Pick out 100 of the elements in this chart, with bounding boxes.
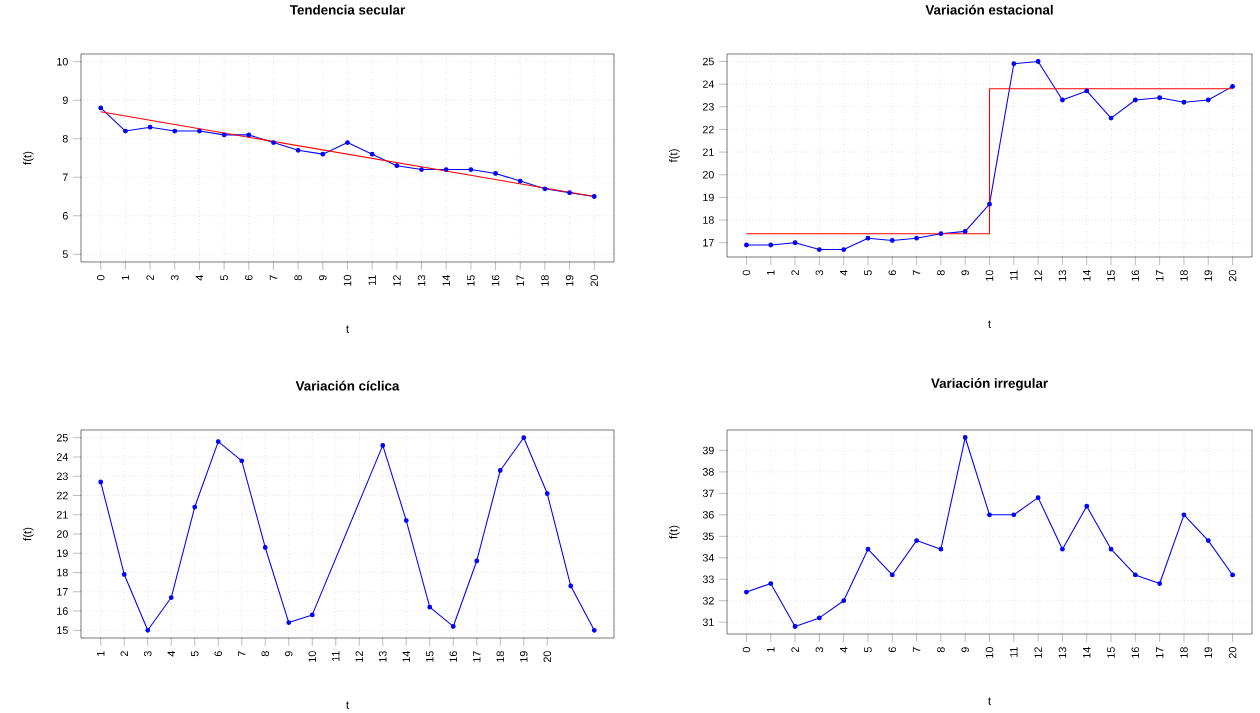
y-tick-label: 38 bbox=[702, 467, 714, 476]
x-tick-label: 9 bbox=[319, 275, 327, 281]
x-tick-label: 5 bbox=[220, 275, 228, 281]
x-tick-label: 7 bbox=[238, 651, 246, 656]
y-tick-label: 35 bbox=[702, 532, 714, 540]
point bbox=[567, 190, 572, 195]
point bbox=[792, 623, 798, 629]
x-axis-title: t bbox=[988, 697, 992, 705]
x-tick-label: 8 bbox=[937, 270, 945, 276]
x-tick-label: 7 bbox=[269, 275, 278, 280]
point bbox=[197, 128, 202, 134]
x-tick-label: 11 bbox=[332, 651, 340, 661]
point bbox=[1230, 83, 1235, 89]
point bbox=[123, 128, 128, 134]
point bbox=[865, 546, 871, 552]
x-tick-label: 6 bbox=[888, 270, 897, 275]
x-tick-label: 6 bbox=[245, 275, 253, 280]
point bbox=[147, 124, 153, 130]
x-tick-label: 19 bbox=[1204, 647, 1213, 658]
x-tick-label: 4 bbox=[840, 269, 848, 276]
point bbox=[1011, 61, 1017, 67]
y-tick-label: 25 bbox=[56, 433, 68, 442]
x-tick-label: 20 bbox=[1228, 270, 1237, 281]
x-tick-label: 6 bbox=[888, 647, 897, 652]
point bbox=[309, 612, 315, 618]
point bbox=[1084, 88, 1090, 94]
point bbox=[1108, 546, 1114, 552]
point bbox=[320, 151, 326, 157]
x-axis-title: t bbox=[988, 320, 992, 328]
x-tick-label: 17 bbox=[473, 651, 481, 662]
y-tick-label: 7 bbox=[62, 173, 68, 181]
x-tick-label: 16 bbox=[449, 651, 458, 662]
x-tick-label: 4 bbox=[840, 646, 848, 653]
point bbox=[474, 558, 480, 564]
y-axis-title: f(t) bbox=[23, 151, 34, 165]
x-tick-label: 11 bbox=[368, 275, 376, 285]
x-tick-label: 8 bbox=[261, 651, 270, 657]
y-tick-label: 39 bbox=[702, 446, 714, 455]
y-tick-label: 24 bbox=[702, 80, 714, 88]
x-tick-label: 4 bbox=[167, 650, 175, 657]
point bbox=[914, 538, 919, 543]
point bbox=[1181, 99, 1187, 105]
y-tick-label: 25 bbox=[702, 57, 714, 66]
x-tick-label: 19 bbox=[565, 275, 574, 286]
x-tick-label: 14 bbox=[1083, 646, 1091, 658]
x-tick-label: 7 bbox=[912, 270, 921, 275]
x-tick-label: 9 bbox=[961, 647, 969, 653]
x-tick-label: 8 bbox=[937, 647, 945, 653]
point bbox=[271, 140, 276, 145]
point bbox=[542, 186, 548, 192]
point bbox=[744, 242, 749, 248]
x-tick-label: 20 bbox=[590, 275, 599, 286]
point bbox=[380, 442, 386, 448]
y-tick-label: 21 bbox=[702, 148, 714, 156]
chart-title: Variación estacional bbox=[925, 4, 1053, 15]
point bbox=[239, 458, 245, 464]
point bbox=[1157, 95, 1163, 101]
x-tick-label: 7 bbox=[912, 647, 921, 652]
x-tick-label: 10 bbox=[308, 651, 317, 662]
point bbox=[744, 589, 749, 595]
x-tick-label: 2 bbox=[791, 270, 799, 275]
x-tick-label: 8 bbox=[294, 275, 302, 281]
y-tick-label: 32 bbox=[702, 596, 714, 605]
point bbox=[914, 235, 919, 241]
x-tick-label: 9 bbox=[961, 270, 969, 276]
point bbox=[121, 571, 127, 577]
point bbox=[246, 132, 252, 138]
chart-title: Variación cíclica bbox=[295, 380, 400, 391]
x-tick-label: 0 bbox=[742, 647, 751, 653]
x-tick-label: 12 bbox=[1034, 647, 1042, 658]
x-tick-label: 3 bbox=[143, 651, 152, 657]
x-tick-label: 13 bbox=[1058, 270, 1067, 281]
point bbox=[938, 231, 944, 236]
point bbox=[987, 512, 992, 518]
point bbox=[521, 435, 527, 441]
x-tick-label: 17 bbox=[1155, 647, 1164, 658]
y-tick-label: 23 bbox=[56, 472, 68, 480]
point bbox=[172, 128, 178, 134]
point bbox=[394, 163, 400, 168]
x-tick-label: 3 bbox=[171, 275, 179, 281]
point bbox=[1011, 512, 1017, 518]
x-tick-label: 2 bbox=[791, 647, 799, 652]
y-axis-title: f(t) bbox=[669, 525, 680, 539]
point bbox=[493, 170, 498, 176]
y-tick-label: 10 bbox=[57, 57, 68, 66]
x-axis-title: t bbox=[346, 325, 349, 333]
x-tick-label: 10 bbox=[985, 270, 994, 281]
x-tick-label: 1 bbox=[767, 647, 775, 652]
x-tick-label: 18 bbox=[1180, 270, 1188, 281]
y-tick-label: 18 bbox=[703, 216, 714, 224]
y-tick-label: 17 bbox=[703, 238, 714, 247]
y-tick-label: 6 bbox=[62, 211, 68, 220]
point bbox=[591, 194, 597, 199]
x-axis-title: t bbox=[346, 701, 349, 709]
point bbox=[286, 620, 292, 625]
point bbox=[889, 572, 895, 578]
point bbox=[443, 167, 449, 172]
point bbox=[192, 504, 198, 510]
point bbox=[987, 201, 992, 207]
point bbox=[768, 242, 774, 248]
